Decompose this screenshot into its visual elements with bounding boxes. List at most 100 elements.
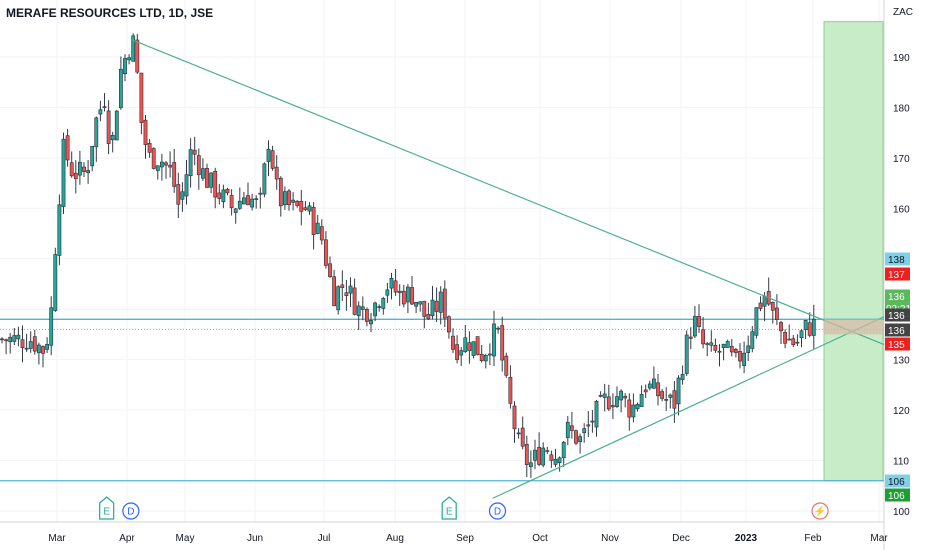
candle-body <box>549 454 554 461</box>
candle-body <box>221 189 226 203</box>
y-tick-label: 100 <box>893 507 910 518</box>
position-entry-box[interactable] <box>824 319 883 335</box>
candle-body <box>774 307 779 320</box>
candle-body <box>508 377 513 404</box>
target-zone[interactable] <box>823 21 884 482</box>
candle-body <box>32 336 37 352</box>
candle-body <box>504 355 509 376</box>
x-tick-label: Mar <box>48 533 66 544</box>
event-marker-label: D <box>127 507 134 518</box>
candle-body <box>155 165 160 171</box>
candle-body <box>643 389 648 393</box>
split-marker[interactable]: ⚡ <box>811 502 829 520</box>
candle-body <box>594 401 599 428</box>
candle-body <box>397 290 402 294</box>
candle-body <box>475 336 480 356</box>
price-label: 135 <box>885 337 910 351</box>
ascending-trendline <box>492 316 885 499</box>
candle-body <box>410 287 414 305</box>
candle-body <box>438 291 443 313</box>
candle-body <box>49 307 54 346</box>
candles <box>0 33 816 479</box>
candle-body <box>590 420 595 423</box>
candle-body <box>123 58 127 75</box>
candle-body <box>160 161 164 168</box>
candle-body <box>487 353 492 356</box>
candle-body <box>250 198 255 208</box>
event-marker-label: E <box>446 507 453 518</box>
trendlines[interactable] <box>130 38 885 499</box>
candle-body <box>307 205 312 212</box>
candle-body <box>688 336 693 339</box>
candle-body <box>582 428 587 434</box>
candle-body <box>94 117 99 148</box>
candle-body <box>430 299 435 317</box>
event-marker-label: D <box>494 507 501 518</box>
event-markers[interactable]: E D E D ⚡ <box>99 496 829 520</box>
price-label-text: 136 <box>888 292 905 303</box>
lightning-icon <box>811 502 829 520</box>
candle-body <box>8 336 13 343</box>
price-label-bg <box>885 252 910 266</box>
candle-body <box>270 150 275 169</box>
candle-body <box>217 192 222 199</box>
y-tick-label: 160 <box>893 204 910 215</box>
candle-body <box>627 399 632 418</box>
candle-body <box>676 377 681 405</box>
x-tick-label: May <box>176 533 195 544</box>
candle-body <box>541 447 546 466</box>
candle-body <box>274 166 279 180</box>
candle-body <box>393 280 398 293</box>
descending-trendline <box>130 38 885 346</box>
candle-body <box>684 334 689 374</box>
y-tick-label: 110 <box>893 457 909 468</box>
dividend-icon <box>122 502 140 520</box>
candle-body <box>4 339 9 342</box>
candle-body <box>680 373 685 380</box>
dividend-icon <box>488 502 507 520</box>
candle-body <box>414 301 419 307</box>
horizontal-levels[interactable] <box>0 318 884 482</box>
x-tick-label: Mar <box>870 533 888 544</box>
candle-body <box>131 35 136 62</box>
price-label: 106 <box>885 474 910 488</box>
candle-body <box>242 197 246 205</box>
candle-body <box>323 239 328 266</box>
earnings-marker[interactable]: E <box>441 496 457 520</box>
earnings-marker[interactable]: E <box>99 496 115 520</box>
x-tick-label: Apr <box>119 533 135 544</box>
candle-body <box>233 208 238 213</box>
candle-body <box>201 168 205 179</box>
x-tick-label: 2023 <box>735 533 758 544</box>
candle-body <box>315 222 320 234</box>
dividend-marker[interactable]: D <box>122 502 140 520</box>
candle-body <box>102 106 107 108</box>
candle-body <box>459 350 464 356</box>
candle-body <box>569 425 574 431</box>
candle-body <box>82 166 86 172</box>
candle-body <box>561 441 566 459</box>
candle-body <box>147 142 152 153</box>
candle-body <box>78 161 82 176</box>
candle-body <box>184 174 189 197</box>
candle-body <box>520 427 525 447</box>
candle-body <box>471 341 476 356</box>
candle-body <box>692 316 697 337</box>
candle-body <box>176 184 181 205</box>
candle-body <box>635 404 640 410</box>
candle-body <box>701 329 706 345</box>
candle-body <box>328 263 332 277</box>
candle-body <box>139 72 144 123</box>
candle-body <box>229 195 234 209</box>
candle-body <box>787 338 792 341</box>
candle-body <box>557 457 562 463</box>
candle-body <box>356 305 361 317</box>
price-label-bg <box>885 474 910 488</box>
dividend-marker[interactable]: D <box>488 502 507 520</box>
candle-body <box>295 200 300 206</box>
candle-body <box>446 316 451 333</box>
candle-body <box>619 390 624 401</box>
candle-body <box>733 349 738 353</box>
y-tick-label: 130 <box>893 356 910 367</box>
